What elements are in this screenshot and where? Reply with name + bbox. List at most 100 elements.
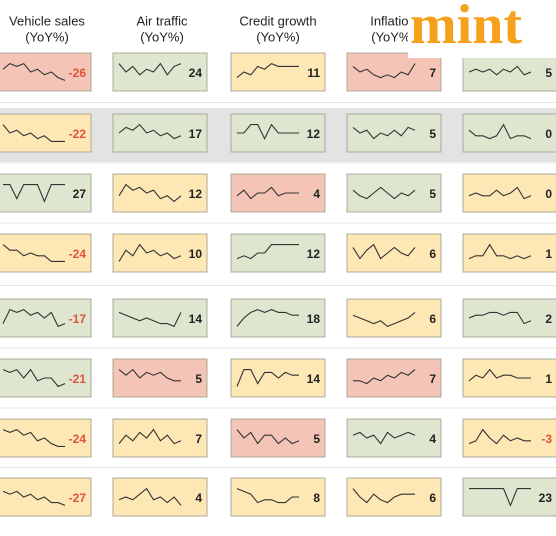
end-value: -24 [69,247,87,261]
sparkline [468,243,532,260]
sparkline [352,186,416,200]
sparkline [352,63,416,79]
cell [346,477,442,517]
sparkline [352,311,416,328]
sparkline [236,186,299,200]
sparkline [352,488,415,504]
sparkline [2,62,66,81]
column-unit: (YoY%) [25,29,69,44]
sparkline [118,487,182,506]
end-value: 6 [429,491,436,505]
cell [112,113,208,153]
end-value: 14 [307,372,321,386]
sparkline [353,369,416,385]
cell [230,418,326,458]
cell [230,52,326,92]
end-value: 12 [189,187,203,201]
cell [462,113,556,153]
sparkline [236,369,299,387]
column-title: Vehicle sales [9,13,85,28]
sparkline [352,243,416,260]
cell [0,418,92,458]
cell [112,52,208,92]
end-value: 6 [429,247,436,261]
end-value: 7 [195,432,202,446]
end-value: 12 [307,127,321,141]
end-value: -27 [69,491,87,505]
sparkline [468,186,532,200]
cell [462,477,556,517]
end-value: -24 [69,432,87,446]
column-title: Air traffic [136,13,188,28]
end-value: 1 [545,247,552,261]
sparkline [3,184,65,203]
cell [0,298,92,338]
cell [230,298,326,338]
end-value: 7 [429,66,436,80]
sparkline [118,243,182,262]
cell [462,233,556,273]
sparkline [118,183,182,203]
sparkline [2,124,65,142]
end-value: 4 [313,187,320,201]
cell [230,233,326,273]
sparkline [118,311,182,328]
sparkline [2,428,65,447]
end-value: -22 [69,127,87,141]
end-value: 0 [545,127,552,141]
end-value: 6 [429,312,436,326]
end-value: 12 [307,247,321,261]
end-value: -26 [69,66,87,80]
grid: Vehicle sales(YoY%)Air traffic(YoY%)Cred… [0,13,556,517]
cell [0,173,92,213]
cell [112,298,208,338]
sparkline [2,368,66,388]
end-value: 4 [429,432,436,446]
sparkline [118,123,182,140]
sparkline [468,428,531,445]
end-value: 5 [313,432,320,446]
column-unit: (YoY%) [371,29,415,44]
cell [0,52,92,92]
cell [462,298,556,338]
sparkline [118,428,182,445]
sparkline [2,244,65,262]
sparkline [468,123,532,140]
end-value: 23 [539,491,553,505]
cell [346,52,442,92]
sparkline [468,368,531,382]
end-value: 5 [429,187,436,201]
cell [346,173,442,213]
end-value: -3 [541,432,552,446]
end-value: 10 [189,247,203,261]
cell [112,418,208,458]
cell [230,477,326,517]
sparkline [236,244,299,260]
cell [346,113,442,153]
end-value: 5 [429,127,436,141]
cell [230,173,326,213]
column-unit: (YoY%) [140,29,184,44]
sparkline [118,62,182,76]
sparkline [236,488,299,504]
end-value: -17 [69,312,87,326]
logo: mint [410,0,522,56]
cell [112,358,208,398]
end-value: 5 [195,372,202,386]
sparkline [469,488,531,507]
cell [346,298,442,338]
cell [112,173,208,213]
end-value: 0 [545,187,552,201]
end-value: 8 [313,491,320,505]
column-title: Credit growth [239,13,316,28]
end-value: -21 [69,372,87,386]
end-value: 27 [73,187,87,201]
end-value: 7 [429,372,436,386]
end-value: 1 [545,372,552,386]
sparkline [237,123,299,140]
sparkline [2,490,66,506]
column-title: Inflation [370,13,416,28]
cell [0,477,92,517]
end-value: 24 [189,66,203,80]
